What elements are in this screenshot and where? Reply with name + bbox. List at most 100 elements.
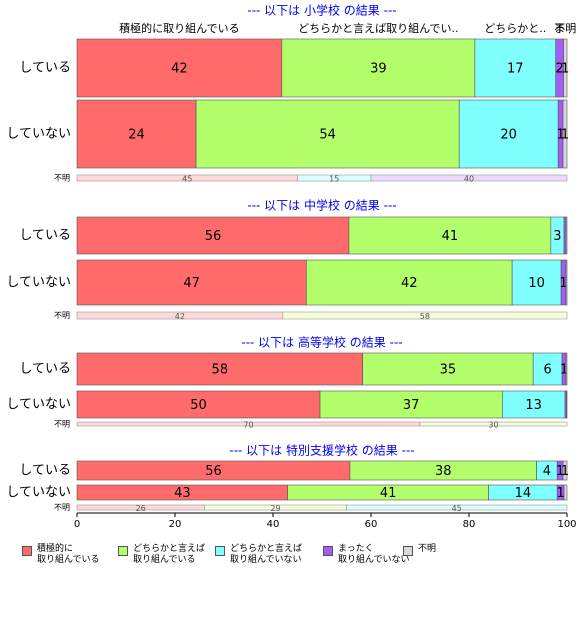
value-label: 1: [561, 464, 569, 479]
bar-segment: [458, 99, 559, 169]
legend-item: どちらかと言えば 取り組んでいない: [215, 544, 302, 566]
legend-item: まったく 取り組んでいない: [323, 544, 410, 566]
value-label: 3: [553, 229, 561, 244]
value-label: 15: [329, 175, 339, 184]
column-label: ま: [554, 22, 565, 35]
bar-segment: [565, 216, 568, 255]
legend-item: どちらかと言えば 取り組んでいる: [118, 544, 205, 566]
value-label: 13: [525, 398, 542, 413]
legend-item: 不明: [403, 544, 436, 556]
row-label: している: [19, 61, 71, 76]
row-label: していない: [6, 485, 71, 500]
x-tick-label: 60: [365, 519, 378, 530]
legend-swatch: [403, 546, 413, 556]
row-label: していない: [6, 275, 71, 290]
value-label: 47: [183, 276, 200, 291]
bar-segment: [348, 216, 552, 255]
value-label: 1: [556, 464, 564, 479]
value-label: 2: [556, 62, 564, 77]
bar-segment: [563, 38, 568, 98]
value-label: 30: [488, 421, 498, 430]
value-label: 1: [561, 128, 569, 143]
bar-segment: [76, 99, 197, 169]
value-label: 17: [507, 62, 524, 77]
bar-segment: [76, 259, 307, 306]
legend-swatch: [118, 546, 128, 556]
value-label: 50: [190, 398, 207, 413]
bar-segment: [319, 390, 503, 419]
bar-segment: [281, 38, 476, 98]
value-label: 43: [174, 486, 191, 501]
value-label: 1: [556, 486, 564, 501]
row-label: している: [19, 463, 71, 478]
column-label: どちらかと言えば取り組んでい..: [298, 22, 458, 35]
bar-segment: [76, 38, 283, 98]
bar-segment: [195, 99, 460, 169]
panel-title: --- 以下は 高等学校 の結果 ---: [241, 335, 402, 350]
legend-label: どちらかと言えば 取り組んでいる: [133, 544, 206, 565]
panel-title: --- 以下は 小学校 の結果 ---: [247, 3, 396, 18]
x-tick-label: 20: [169, 519, 182, 530]
row-label: 不明: [54, 174, 70, 183]
column-label: どちらかと..: [484, 22, 546, 35]
column-label: 積極的に取り組んでいる: [119, 21, 239, 35]
value-label: 1: [556, 128, 564, 143]
value-label: 35: [440, 363, 457, 378]
legend-swatch: [22, 546, 32, 556]
bar-segment: [282, 311, 568, 320]
bar-segment: [565, 259, 568, 306]
bar-segment: [362, 352, 534, 386]
bar-segment: [346, 504, 568, 511]
value-label: 56: [205, 464, 222, 479]
bar-segment: [502, 390, 566, 419]
legend-item: 積極的に 取り組んでいる: [22, 544, 100, 566]
value-label: 1: [560, 363, 568, 378]
row-label: 不明: [54, 503, 70, 512]
row-label: 不明: [54, 311, 70, 320]
value-label: 42: [171, 62, 188, 77]
legend-label: 積極的に 取り組んでいる: [37, 544, 100, 565]
value-label: 54: [319, 128, 336, 143]
bar-segment: [474, 38, 557, 98]
row-label: している: [19, 228, 71, 243]
bar-segment: [562, 99, 568, 169]
value-label: 10: [528, 276, 545, 291]
bar-segment: [76, 390, 321, 419]
value-label: 58: [212, 363, 229, 378]
value-label: 4: [543, 464, 551, 479]
column-label: 不明: [554, 22, 576, 35]
value-label: 38: [435, 464, 452, 479]
legend-label: 不明: [418, 544, 437, 554]
value-label: 41: [380, 486, 397, 501]
x-tick-label: 0: [74, 519, 80, 530]
row-label: していない: [6, 397, 71, 412]
value-label: 20: [500, 128, 517, 143]
value-label: 1: [559, 276, 567, 291]
bar-segment: [76, 216, 350, 255]
value-label: 26: [136, 504, 146, 513]
value-label: 37: [403, 398, 420, 413]
legend-swatch: [215, 546, 225, 556]
legend-label: どちらかと言えば 取り組んでいない: [230, 544, 303, 565]
x-tick-label: 40: [267, 519, 280, 530]
value-label: 1: [561, 62, 569, 77]
value-label: 56: [205, 229, 222, 244]
x-tick-label: 100: [557, 519, 576, 530]
chart: --- 以下は 小学校 の結果 ---している 42積極的に取り組んでいる39どち…: [6, 3, 576, 531]
bar-segment: [565, 352, 568, 386]
value-label: 29: [270, 504, 280, 513]
value-label: 6: [544, 363, 552, 378]
bar-segment: [370, 174, 568, 182]
bar-segment: [563, 484, 568, 501]
row-label: していない: [6, 127, 71, 142]
bar-segment: [419, 421, 568, 427]
legend-label: まったく 取り組んでいない: [338, 544, 410, 565]
row-label: している: [19, 362, 71, 377]
value-label: 41: [442, 229, 459, 244]
panel-title: --- 以下は 中学校 の結果 ---: [247, 198, 396, 213]
value-label: 70: [243, 421, 253, 430]
x-tick-label: 80: [463, 519, 476, 530]
value-label: 24: [128, 128, 145, 143]
row-label: 不明: [54, 420, 70, 429]
